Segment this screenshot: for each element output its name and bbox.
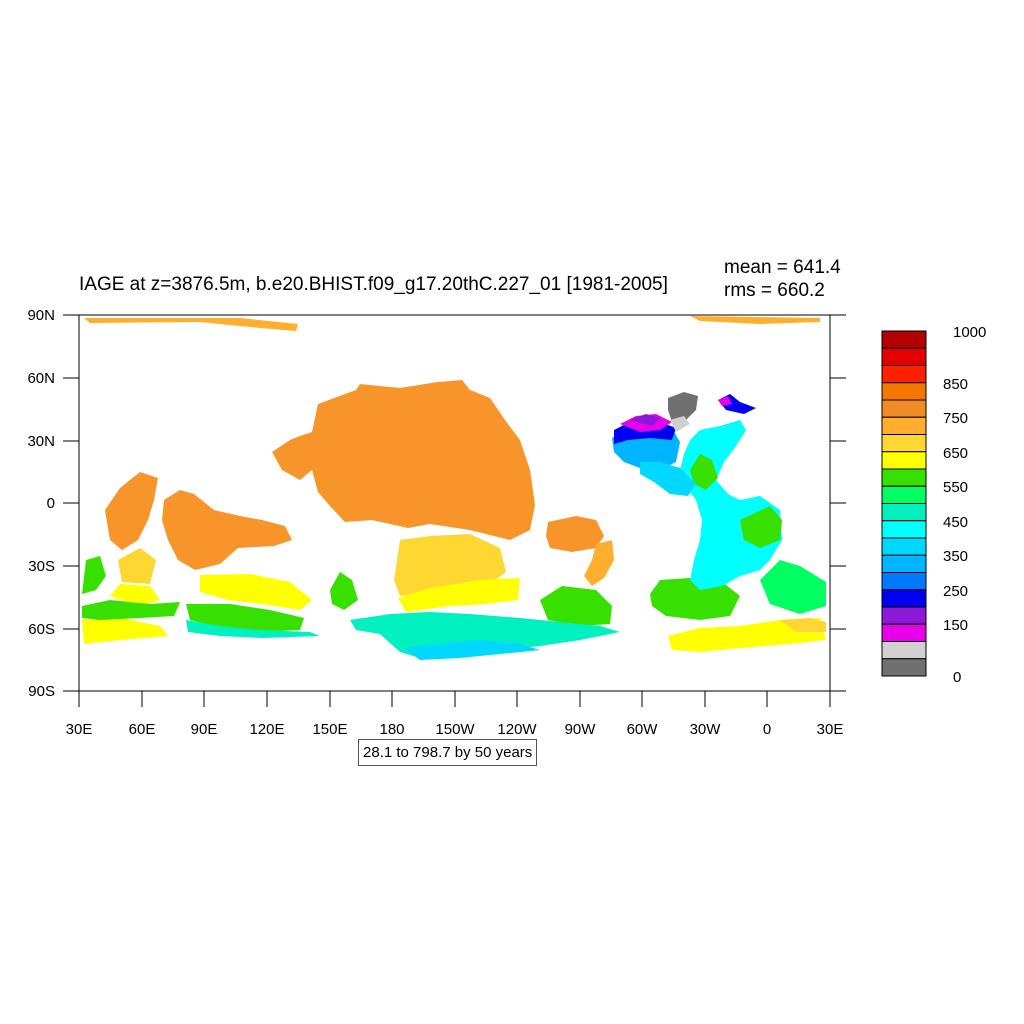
- lon-label: 150W: [435, 721, 475, 738]
- colorbar-label: 450: [943, 514, 968, 531]
- colorbar-label: 350: [943, 548, 968, 565]
- plot-title: IAGE at z=3876.5m, b.e20.BHIST.f09_g17.2…: [79, 274, 668, 295]
- colorbar-swatch: [881, 641, 927, 660]
- lon-label: 30W: [690, 721, 722, 738]
- lat-label: 0: [47, 495, 55, 512]
- lat-label: 90N: [27, 307, 55, 324]
- colorbar-label: 650: [943, 445, 968, 462]
- colorbar-swatch: [881, 537, 927, 556]
- colorbar-swatch: [881, 365, 927, 384]
- lon-label: 180: [379, 721, 404, 738]
- lat-label: 60N: [27, 370, 55, 387]
- map-frame: [63, 314, 846, 707]
- lon-label: 150E: [312, 721, 347, 738]
- colorbar-label: 150: [943, 617, 968, 634]
- colorbar-swatch: [881, 658, 927, 677]
- lon-label: 60W: [627, 721, 659, 738]
- colorbar-label: 250: [943, 583, 968, 600]
- lon-label: 0: [763, 721, 771, 738]
- lat-label: 60S: [28, 621, 55, 638]
- ocean-age-field: [82, 316, 826, 660]
- lon-label: 30E: [817, 721, 844, 738]
- range-label: 28.1 to 798.7 by 50 years: [358, 739, 538, 766]
- lon-label: 120E: [249, 721, 284, 738]
- colorbar-label: 0: [953, 669, 961, 686]
- lon-label: 30E: [66, 721, 93, 738]
- lon-label: 60E: [129, 721, 156, 738]
- colorbar-swatch: [881, 503, 927, 522]
- latitude-labels: 90N 60N 30N 0 30S 60S 90S: [27, 307, 55, 700]
- lat-label: 30N: [27, 433, 55, 450]
- colorbar-labels: 1000 850 750 650 550 450 350 250 150 0: [943, 324, 986, 686]
- colorbar-label: 850: [943, 376, 968, 393]
- colorbar-swatch: [881, 468, 927, 487]
- mean-stat: mean = 641.4: [724, 257, 841, 278]
- colorbar: [881, 330, 927, 677]
- lon-label: 90W: [565, 721, 597, 738]
- colorbar-swatch: [881, 451, 927, 470]
- colorbar-swatch: [881, 399, 927, 418]
- rms-stat: rms = 660.2: [724, 280, 825, 301]
- lat-label: 30S: [28, 558, 55, 575]
- colorbar-swatch: [881, 416, 927, 435]
- lon-label: 120W: [497, 721, 537, 738]
- colorbar-swatch: [881, 382, 927, 401]
- colorbar-swatch: [881, 347, 927, 366]
- longitude-labels: 30E 60E 90E 120E 150E 180 150W 120W 90W …: [66, 721, 844, 738]
- lon-label: 90E: [191, 721, 218, 738]
- colorbar-swatch: [881, 572, 927, 591]
- colorbar-swatch: [881, 485, 927, 504]
- colorbar-swatch: [881, 434, 927, 453]
- colorbar-label: 550: [943, 479, 968, 496]
- lat-label: 90S: [28, 683, 55, 700]
- colorbar-swatch: [881, 554, 927, 573]
- colorbar-swatch: [881, 589, 927, 608]
- colorbar-label: 750: [943, 410, 968, 427]
- colorbar-swatch: [881, 330, 927, 349]
- colorbar-swatch: [881, 520, 927, 539]
- colorbar-swatch: [881, 606, 927, 625]
- colorbar-label: 1000: [953, 324, 986, 341]
- colorbar-swatch: [881, 623, 927, 642]
